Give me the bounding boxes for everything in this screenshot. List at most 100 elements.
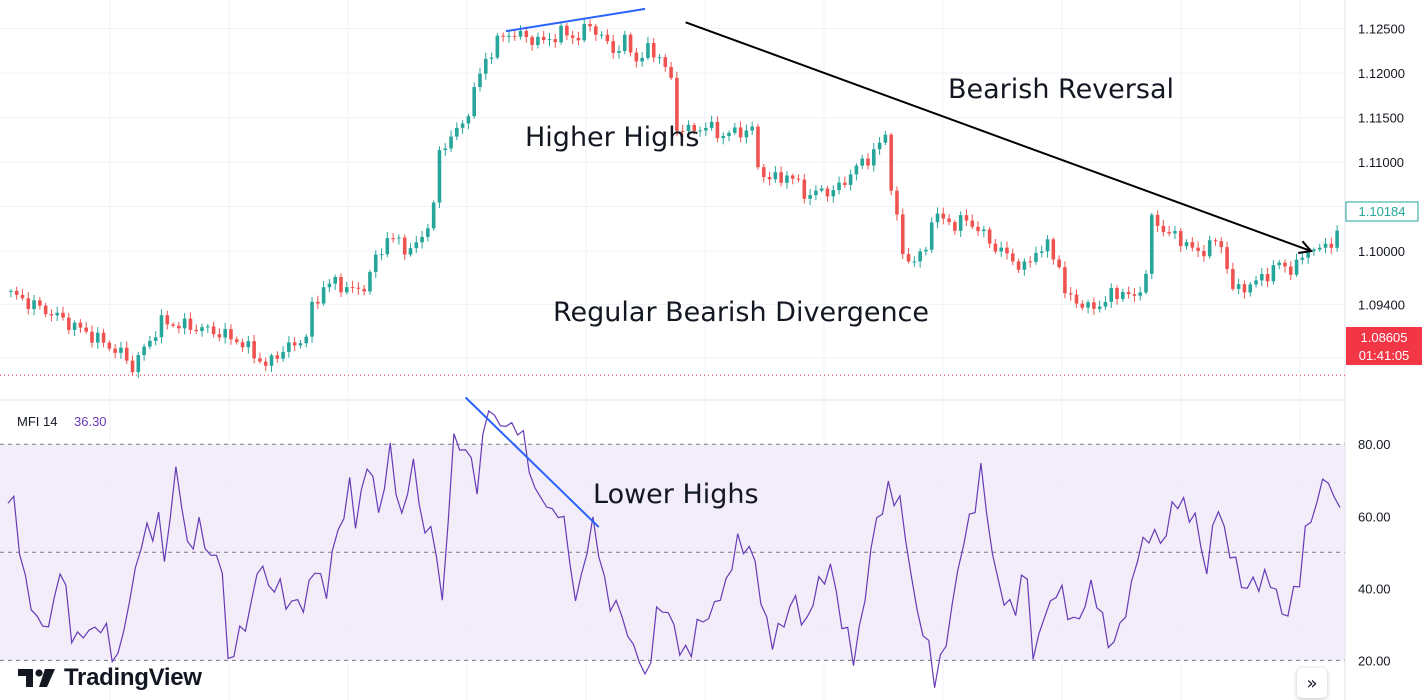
candle-body bbox=[1225, 247, 1229, 270]
candle-body bbox=[1155, 214, 1160, 226]
candle-body bbox=[750, 126, 754, 131]
candle-body bbox=[611, 41, 615, 53]
candle-body bbox=[993, 243, 998, 252]
tradingview-logo-text: TradingView bbox=[64, 664, 202, 691]
scroll-to-realtime-button[interactable]: » bbox=[1297, 668, 1327, 698]
marked-price-value: 1.08605 bbox=[1361, 330, 1408, 345]
candle-body bbox=[518, 30, 523, 37]
double-chevron-right-icon: » bbox=[1306, 672, 1318, 694]
candle-body bbox=[512, 35, 517, 37]
candle-body bbox=[1207, 240, 1212, 257]
candle-body bbox=[866, 158, 870, 166]
candle-body bbox=[1115, 287, 1119, 300]
candle-body bbox=[843, 182, 847, 185]
candle-body bbox=[292, 342, 297, 346]
candle-body bbox=[814, 190, 818, 196]
candle-body bbox=[704, 127, 708, 131]
candle-body bbox=[1219, 241, 1224, 248]
candle-body bbox=[78, 322, 83, 328]
lower-highs-line[interactable] bbox=[464, 396, 600, 528]
candle-body bbox=[675, 77, 679, 131]
candle-body bbox=[223, 329, 227, 338]
mfi-tick-label: 40.00 bbox=[1358, 581, 1391, 596]
trendlines[interactable] bbox=[464, 7, 1313, 528]
candle-body bbox=[895, 190, 899, 215]
candle-body bbox=[1300, 257, 1305, 260]
candle-body bbox=[802, 179, 807, 199]
candle-body bbox=[761, 167, 766, 178]
candle-body bbox=[1138, 292, 1142, 296]
candle-body bbox=[808, 195, 812, 199]
candle-body bbox=[796, 178, 801, 180]
candle-body bbox=[559, 25, 563, 43]
candle-body bbox=[889, 134, 893, 191]
candle-body bbox=[785, 175, 789, 183]
candle-body bbox=[333, 276, 338, 284]
candle-body bbox=[819, 188, 824, 191]
candle-body bbox=[136, 355, 141, 373]
candle-body bbox=[379, 254, 384, 256]
candle-body bbox=[779, 172, 783, 183]
candle-body bbox=[848, 174, 853, 185]
candle-body bbox=[460, 123, 465, 128]
candle-body bbox=[287, 342, 291, 352]
candle-body bbox=[402, 237, 407, 255]
marked-price-badge: 1.08605 01:41:05 bbox=[1346, 327, 1422, 365]
candle-body bbox=[177, 325, 181, 329]
tradingview-logo[interactable]: TradingView bbox=[18, 664, 202, 692]
candle-body bbox=[49, 314, 54, 316]
candle-body bbox=[576, 37, 581, 41]
candle-body bbox=[1236, 284, 1241, 289]
candle-body bbox=[999, 247, 1004, 252]
candle-body bbox=[90, 331, 94, 343]
last-price-value: 1.10184 bbox=[1359, 204, 1406, 219]
candle-body bbox=[61, 312, 65, 318]
candle-body bbox=[651, 43, 656, 58]
candle-body bbox=[1306, 251, 1310, 258]
candle-body bbox=[1323, 243, 1328, 248]
candle-body bbox=[837, 182, 841, 191]
candle-body bbox=[217, 334, 222, 338]
mfi-legend-name[interactable]: MFI 14 bbox=[17, 414, 57, 429]
candle-body bbox=[1231, 269, 1235, 289]
candle-body bbox=[1167, 231, 1171, 234]
candle-body bbox=[924, 249, 928, 252]
candle-body bbox=[478, 73, 482, 88]
bearish-reversal-arrow[interactable] bbox=[685, 21, 1312, 253]
candle-body bbox=[1126, 292, 1131, 295]
annotation-lower-highs[interactable]: Lower Highs bbox=[593, 479, 759, 510]
candle-body bbox=[1039, 251, 1044, 253]
mfi-axis[interactable]: 80.00 60.00 40.00 20.00 bbox=[1358, 437, 1391, 668]
candle-body bbox=[113, 348, 117, 353]
candle-body bbox=[252, 341, 256, 359]
candle-body bbox=[1022, 261, 1027, 270]
candle-body bbox=[489, 57, 494, 59]
annotation-bearish-reversal[interactable]: Bearish Reversal bbox=[948, 74, 1174, 105]
candle-body bbox=[605, 34, 610, 42]
candle-body bbox=[362, 288, 366, 292]
candle-body bbox=[391, 238, 395, 240]
candle-body bbox=[1283, 262, 1287, 267]
candle-body bbox=[281, 351, 285, 359]
higher-highs-line[interactable] bbox=[505, 7, 646, 33]
candle-body bbox=[1317, 247, 1322, 250]
candle-body bbox=[72, 322, 77, 330]
candle-body bbox=[686, 124, 691, 131]
annotation-divergence[interactable]: Regular Bearish Divergence bbox=[553, 297, 929, 328]
candle-body bbox=[1097, 306, 1102, 309]
candle-body bbox=[1074, 294, 1079, 304]
candle-body bbox=[622, 34, 627, 52]
candle-body bbox=[397, 237, 401, 239]
candle-body bbox=[153, 337, 158, 341]
candle-body bbox=[588, 23, 592, 27]
candle-body bbox=[1312, 249, 1316, 252]
candle-body bbox=[565, 25, 569, 36]
candle-body bbox=[1242, 284, 1247, 293]
candle-body bbox=[657, 57, 662, 59]
candle-body bbox=[368, 271, 372, 292]
candle-body bbox=[1149, 214, 1154, 274]
candle-body bbox=[929, 222, 934, 250]
candle-body bbox=[472, 87, 476, 117]
annotation-higher-highs[interactable]: Higher Highs bbox=[525, 122, 699, 153]
